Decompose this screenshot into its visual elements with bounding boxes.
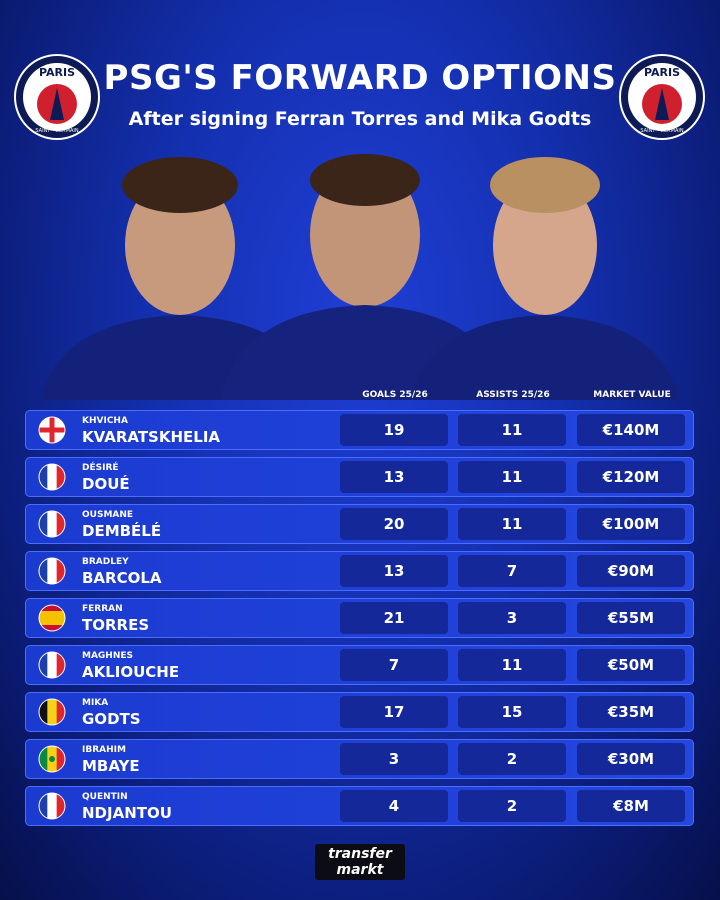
column-header: GOALS 25/26 xyxy=(362,390,428,400)
value-cell: €140M xyxy=(577,414,685,446)
player-silhouettes xyxy=(40,154,680,400)
flag-icon xyxy=(38,604,66,632)
first-name: OUSMANE xyxy=(82,510,134,520)
goals-cell: 19 xyxy=(340,414,448,446)
flag-icon xyxy=(38,698,66,726)
last-name: GODTS xyxy=(82,710,141,728)
goals-cell: 4 xyxy=(340,790,448,822)
value-cell: €30M xyxy=(577,743,685,775)
goals-cell: 21 xyxy=(340,602,448,634)
value-cell: €120M xyxy=(577,461,685,493)
table-row: KHVICHA KVARATSKHELIA 19 11 €140M xyxy=(25,410,694,450)
first-name: DÉSIRÉ xyxy=(82,463,119,473)
badge-icon: PARIS SAINT · GERMAIN xyxy=(14,54,100,140)
table-row: MAGHNES AKLIOUCHE 7 11 €50M xyxy=(25,645,694,685)
assists-cell: 11 xyxy=(458,461,566,493)
last-name: TORRES xyxy=(82,616,150,634)
assists-cell: 15 xyxy=(458,696,566,728)
first-name: IBRAHIM xyxy=(82,745,126,755)
logo-bottom: markt xyxy=(336,862,384,878)
flag-icon xyxy=(38,510,66,538)
club-badge: PARIS SAINT · GERMAIN xyxy=(619,54,705,144)
goals-cell: 7 xyxy=(340,649,448,681)
flag-icon xyxy=(38,745,66,773)
flag-icon xyxy=(38,792,66,820)
goals-cell: 13 xyxy=(340,461,448,493)
table-row: BRADLEY BARCOLA 13 7 €90M xyxy=(25,551,694,591)
last-name: BARCOLA xyxy=(82,569,162,587)
value-cell: €8M xyxy=(577,790,685,822)
goals-cell: 3 xyxy=(340,743,448,775)
column-header: ASSISTS 25/26 xyxy=(476,390,550,400)
first-name: FERRAN xyxy=(82,604,123,614)
first-name: QUENTIN xyxy=(82,792,128,802)
club-badge: PARIS SAINT · GERMAIN xyxy=(14,54,100,144)
flag-icon xyxy=(38,463,66,491)
first-name: KHVICHA xyxy=(82,416,128,426)
last-name: KVARATSKHELIA xyxy=(82,428,221,446)
flag-icon xyxy=(38,416,66,444)
table-row: QUENTIN NDJANTOU 4 2 €8M xyxy=(25,786,694,826)
assists-cell: 2 xyxy=(458,743,566,775)
table-row: IBRAHIM MBAYE 3 2 €30M xyxy=(25,739,694,779)
value-cell: €50M xyxy=(577,649,685,681)
last-name: MBAYE xyxy=(82,757,140,775)
assists-cell: 7 xyxy=(458,555,566,587)
badge-icon: PARIS SAINT · GERMAIN xyxy=(619,54,705,140)
assists-cell: 11 xyxy=(458,414,566,446)
goals-cell: 13 xyxy=(340,555,448,587)
table-row: FERRAN TORRES 21 3 €55M xyxy=(25,598,694,638)
decor xyxy=(40,154,680,400)
first-name: BRADLEY xyxy=(82,557,129,567)
assists-cell: 2 xyxy=(458,790,566,822)
value-cell: €35M xyxy=(577,696,685,728)
last-name: NDJANTOU xyxy=(82,804,172,822)
badge-bottom: SAINT · GERMAIN xyxy=(640,128,683,134)
brand-logo: transfer markt xyxy=(315,844,405,880)
assists-cell: 3 xyxy=(458,602,566,634)
last-name: DOUÉ xyxy=(82,475,130,493)
table-row: OUSMANE DEMBÉLÉ 20 11 €100M xyxy=(25,504,694,544)
flag-icon xyxy=(38,651,66,679)
column-header: MARKET VALUE xyxy=(593,390,671,400)
first-name: MAGHNES xyxy=(82,651,134,661)
assists-cell: 11 xyxy=(458,508,566,540)
goals-cell: 20 xyxy=(340,508,448,540)
last-name: DEMBÉLÉ xyxy=(82,522,162,540)
badge-bottom: SAINT · GERMAIN xyxy=(35,128,78,134)
logo-top: transfer xyxy=(328,846,392,862)
badge-top: PARIS xyxy=(644,66,680,79)
title: PSG'S FORWARD OPTIONS xyxy=(103,58,617,98)
flag-icon xyxy=(38,557,66,585)
subtitle: After signing Ferran Torres and Mika God… xyxy=(128,108,592,130)
badge-top: PARIS xyxy=(39,66,75,79)
table-row: DÉSIRÉ DOUÉ 13 11 €120M xyxy=(25,457,694,497)
table-row: MIKA GODTS 17 15 €35M xyxy=(25,692,694,732)
value-cell: €90M xyxy=(577,555,685,587)
value-cell: €55M xyxy=(577,602,685,634)
last-name: AKLIOUCHE xyxy=(82,663,180,681)
assists-cell: 11 xyxy=(458,649,566,681)
value-cell: €100M xyxy=(577,508,685,540)
first-name: MIKA xyxy=(82,698,109,708)
goals-cell: 17 xyxy=(340,696,448,728)
